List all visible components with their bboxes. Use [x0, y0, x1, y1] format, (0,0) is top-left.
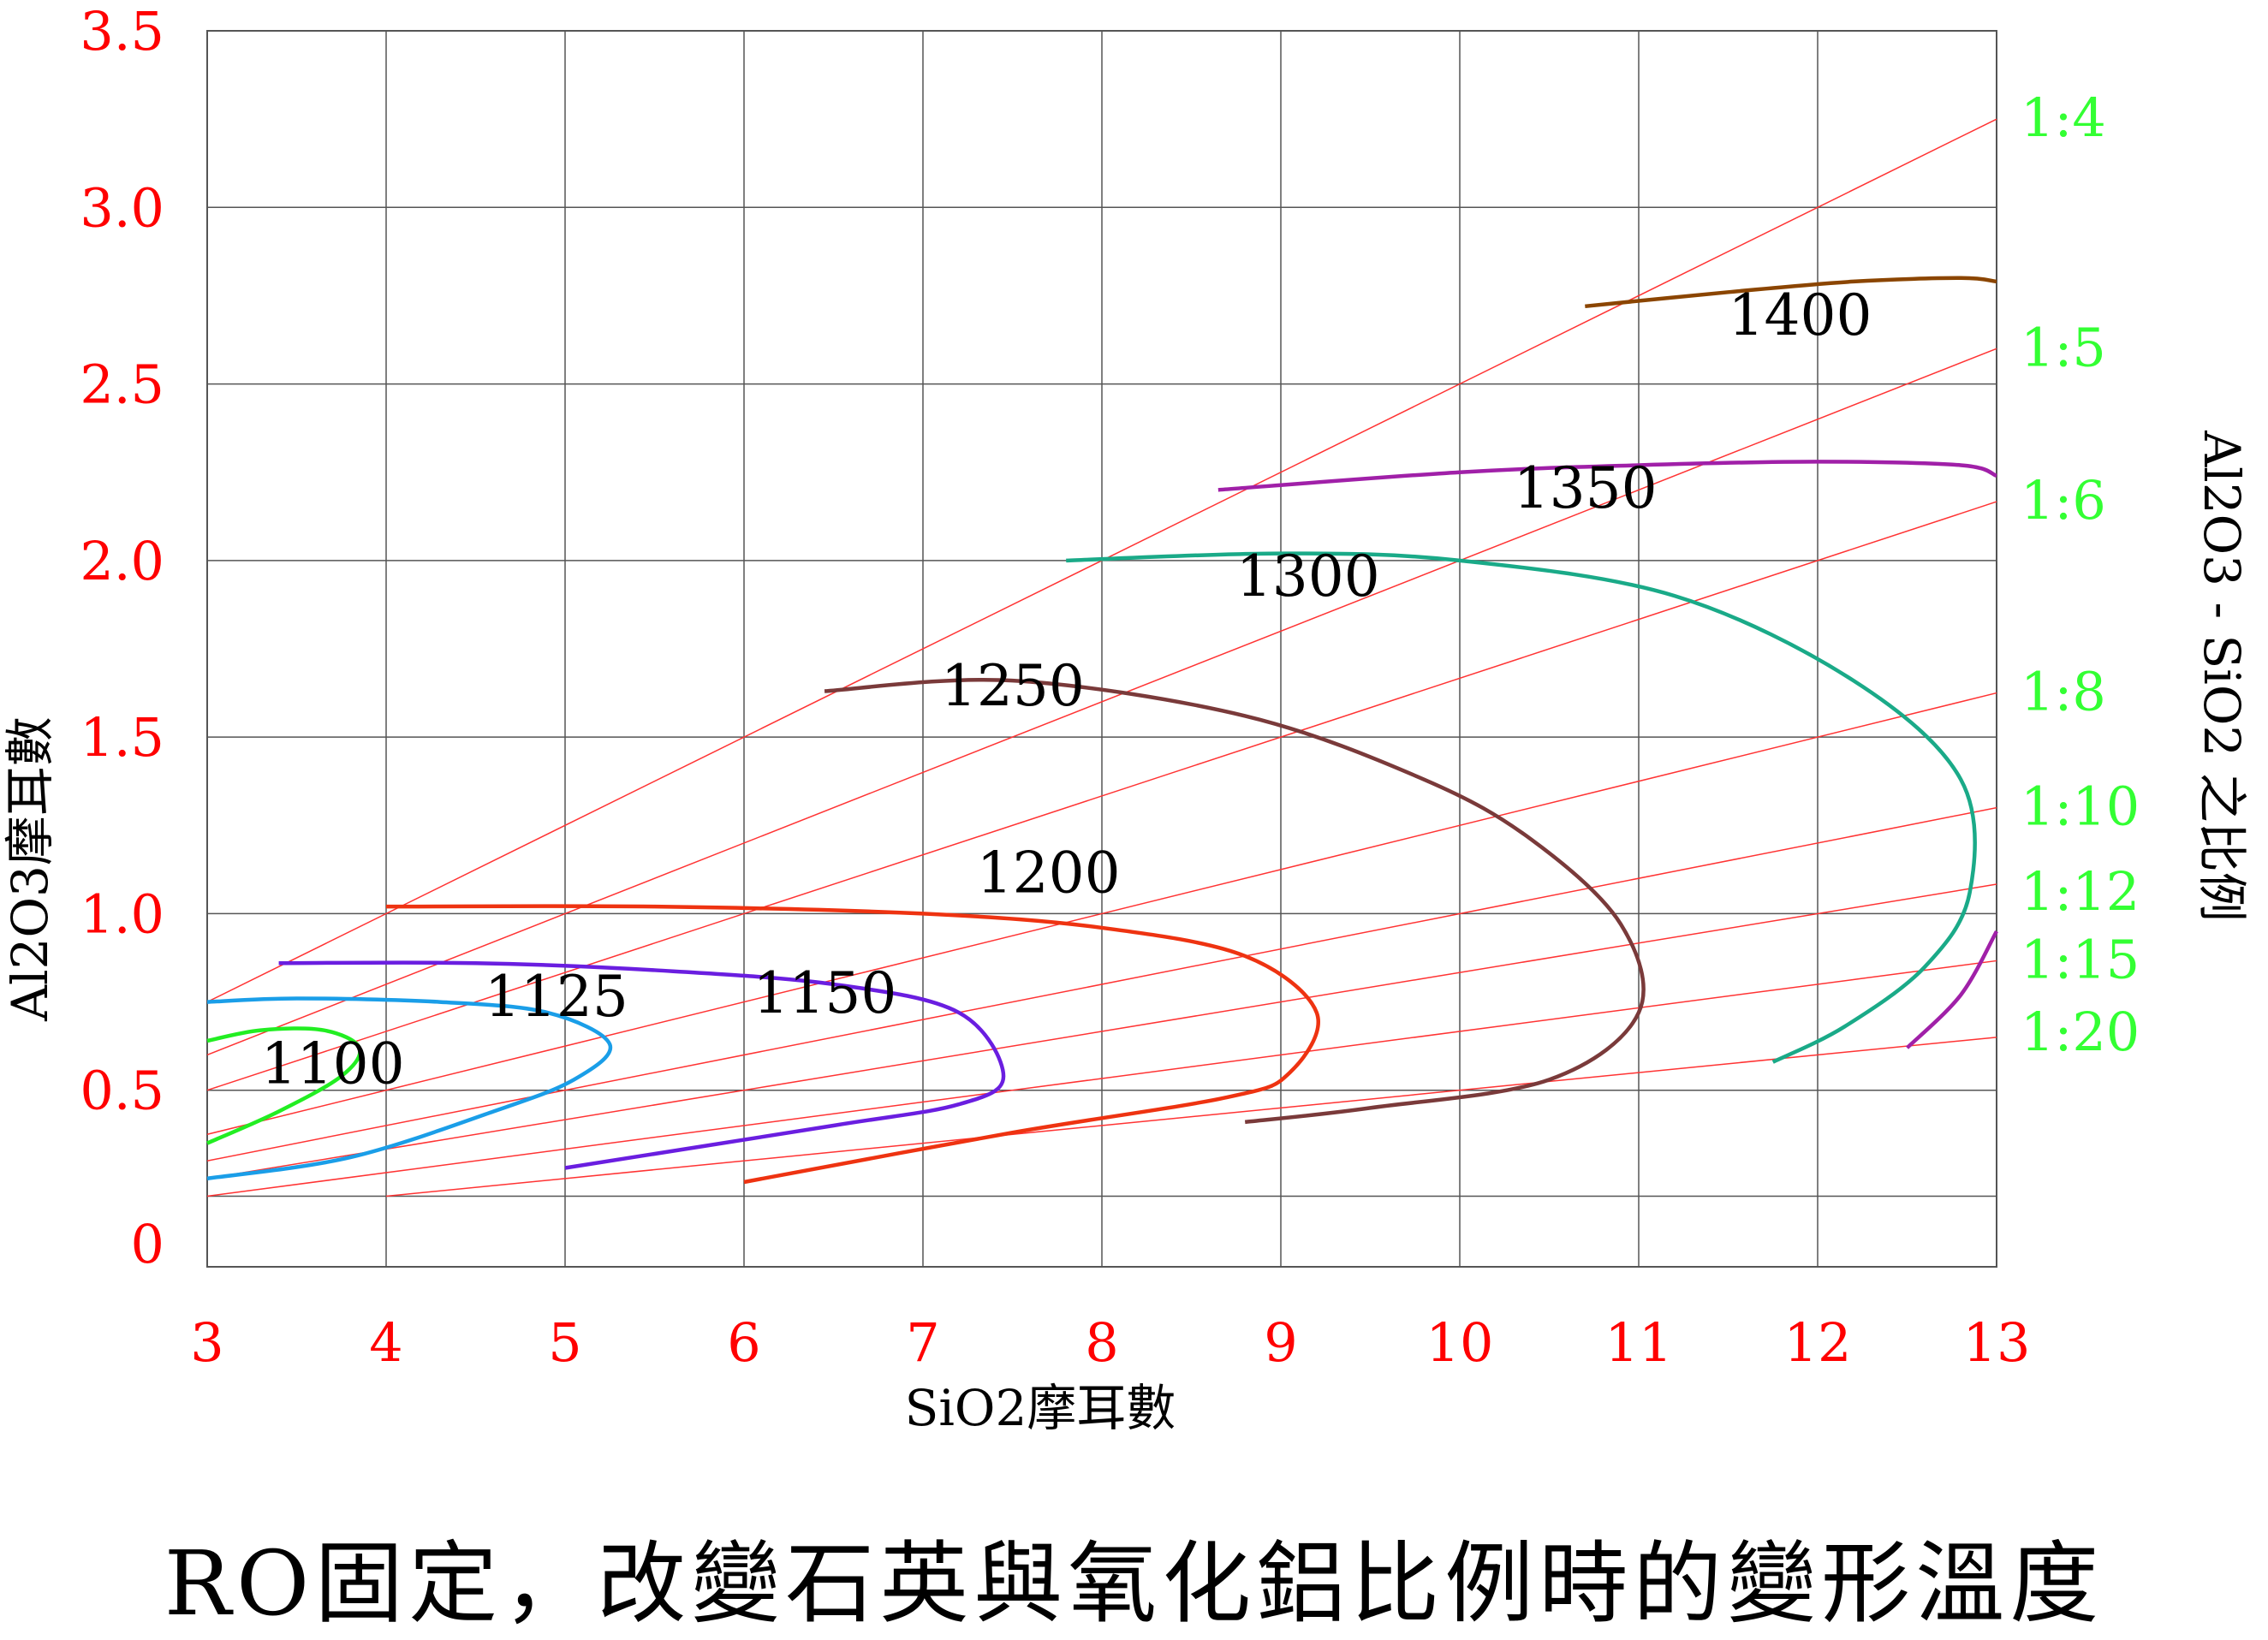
ratio-axis-title: Al2O3 - SiO2 之比例 [2193, 430, 2251, 921]
isotherm-curve [1585, 276, 1997, 309]
curve-label: 1300 [1236, 544, 1380, 609]
isotherm-curve [385, 904, 1320, 1185]
y-tick-label: 2.5 [80, 354, 164, 416]
x-tick-label: 6 [727, 1311, 760, 1374]
isotherm-curve [1905, 930, 1998, 1049]
curve-label: 1150 [753, 960, 896, 1026]
grid [206, 30, 1997, 1268]
x-tick-label: 7 [906, 1311, 939, 1374]
x-tick-label: 9 [1264, 1311, 1297, 1374]
ratio-line [206, 883, 1997, 1179]
y-tick-label: 3.0 [80, 176, 164, 239]
ratio-lines [206, 118, 1997, 1197]
curve-labels: 1100 1125 1150 1200 1250 1300 1350 1400 [261, 282, 1872, 1097]
isotherm-curve [278, 960, 1006, 1170]
y-tick-label: 0 [131, 1213, 164, 1275]
figure-caption: RO固定，改變石英與氧化鋁比例時的變形溫度 [164, 1531, 2104, 1636]
curve-label: 1400 [1729, 282, 1872, 348]
ratio-label: 1:5 [2021, 316, 2106, 378]
x-tick-label: 10 [1426, 1311, 1494, 1374]
curve-label: 1350 [1514, 455, 1658, 521]
ratio-line [206, 960, 1997, 1197]
isotherm-curves [206, 276, 1998, 1185]
ratio-line [206, 692, 1997, 1136]
ratio-line [206, 806, 1997, 1162]
x-tick-label: 12 [1784, 1311, 1852, 1374]
ratio-label: 1:20 [2021, 1001, 2140, 1063]
x-tick-label: 13 [1963, 1311, 2031, 1374]
y-axis-title: Al2O3摩耳數 [1, 716, 59, 1022]
x-tick-label: 5 [548, 1311, 581, 1374]
curve-label: 1250 [941, 653, 1085, 719]
ratio-label: 1:15 [2021, 928, 2140, 990]
y-tick-label: 2.0 [80, 530, 164, 592]
ratio-label: 1:8 [2021, 661, 2106, 723]
isotherm-curve [206, 1026, 362, 1145]
isotherm-curve [824, 677, 1646, 1125]
ratio-label: 1:6 [2021, 469, 2106, 532]
curve-label: 1100 [261, 1031, 405, 1096]
ratio-line [206, 501, 1997, 1091]
x-tick-label: 8 [1085, 1311, 1118, 1374]
ratio-line [385, 1037, 1997, 1197]
y-tick-label: 1.5 [80, 706, 164, 769]
y-tick-label: 0.5 [80, 1060, 164, 1122]
isotherm-curve [1066, 551, 1977, 1064]
x-tick-label: 4 [369, 1311, 402, 1374]
ratio-label: 1:4 [2021, 86, 2106, 149]
x-tick-label: 3 [190, 1311, 223, 1374]
axis-ticks: 1:4 1:5 1:6 1:8 1:10 1:121:15 1:20 3 4 5 6 7 8 9 10 11 1… [80, 0, 2140, 1374]
isotherm-curve [1217, 460, 1997, 492]
x-tick-label: 11 [1605, 1311, 1673, 1374]
ratio-line [206, 348, 1997, 1056]
y-tick-label: 3.5 [80, 0, 164, 62]
x-axis-title: SiO2摩耳數 [905, 1379, 1176, 1437]
y-tick-label: 1.0 [80, 882, 164, 945]
curve-label: 1125 [485, 964, 628, 1030]
ratio-label: 1:12 [2021, 860, 2140, 923]
curve-label: 1200 [977, 841, 1121, 906]
ratio-label: 1:10 [2021, 775, 2140, 838]
isotherm-curve [206, 996, 613, 1181]
